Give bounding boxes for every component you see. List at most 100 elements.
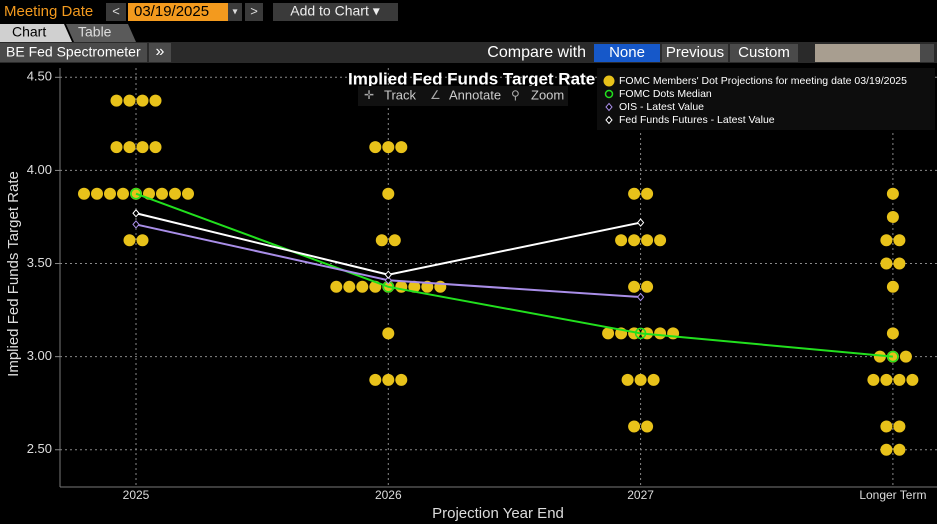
x-axis-title: Projection Year End [432,505,564,522]
dot [880,443,893,456]
median-marker [634,327,647,340]
compare-none[interactable] [594,44,660,62]
dot [123,234,136,247]
zoom-icon: ⚲ [511,88,520,102]
dot [615,234,628,247]
compare-none-label: None [609,44,645,61]
prev-label: < [112,3,120,18]
dot [156,187,168,200]
dot [117,187,129,200]
dot [867,373,880,386]
dot [149,94,162,107]
dot [628,280,641,293]
value-marker [132,220,140,229]
dot [388,234,401,247]
y-tick-label: 3.00 [27,348,52,363]
prev-button[interactable] [106,3,126,21]
dot [369,141,382,154]
y-tick-label: 4.50 [27,69,52,84]
add-to-chart-button[interactable] [273,3,398,21]
x-tick-label: 2025 [123,488,150,502]
expand-label: » [156,43,165,60]
dot [110,141,123,154]
dot [602,327,615,340]
compare-custom[interactable] [730,44,798,62]
dot [893,443,906,456]
dot [369,373,382,386]
compare-previous[interactable] [662,44,728,62]
y-tick-label: 3.50 [27,255,52,270]
legend-label: FOMC Members' Dot Projections for meetin… [619,75,907,87]
value-marker [384,276,392,285]
meeting-date-label: Meeting Date [4,3,93,20]
dot [382,373,395,386]
zoom-tool[interactable]: Zoom [531,87,564,102]
track-tool[interactable]: Track [384,87,417,102]
compare-label: Compare with [487,44,586,61]
date-value: 03/19/2025 [134,3,209,20]
dot [408,280,421,293]
dot [382,327,395,340]
dot [382,141,395,154]
dot [886,210,899,223]
next-button[interactable] [245,3,263,21]
dot [893,257,906,270]
next-label: > [250,3,258,18]
dot [628,234,641,247]
dot [395,280,408,293]
dot [893,373,906,386]
y-tick-label: 4.00 [27,162,52,177]
dot [136,141,149,154]
median-marker [130,187,142,200]
y-tick-label: 2.50 [27,441,52,456]
dot [149,141,162,154]
dot [873,350,886,363]
date-dropdown[interactable] [228,3,242,21]
dot [647,373,660,386]
date-field[interactable] [128,3,228,21]
dot [641,420,654,433]
dot [654,234,667,247]
dot [382,187,395,200]
value-marker [636,292,645,302]
dot [634,373,647,386]
annotate-tool[interactable]: Annotate [449,87,501,102]
dot [395,373,408,386]
dot [880,373,893,386]
chart-title: Implied Fed Funds Target Rate [348,69,595,88]
tab-chart[interactable] [0,24,72,42]
panel-name: BE Fed Spectrometer [6,44,141,60]
x-tick-label: 2027 [627,488,654,502]
dot [123,94,136,107]
dot [906,373,919,386]
compare-custom-label: Custom [738,44,790,61]
custom-field[interactable] [815,44,920,62]
value-marker [132,208,140,218]
tab-chart-label: Chart [12,24,46,40]
legend-swatch [604,89,614,99]
tab-table[interactable] [66,24,136,42]
legend-swatch [605,115,613,125]
custom-dropdown[interactable] [920,44,934,62]
dot [628,187,641,200]
median-marker [887,350,899,363]
dot [893,234,906,247]
dot [375,234,388,247]
dot [641,280,654,293]
legend-label: OIS - Latest Value [619,101,704,113]
y-axis-title: Implied Fed Funds Target Rate [5,171,22,377]
dot [880,234,893,247]
series-line [135,192,893,358]
dot [880,420,893,433]
dot [343,280,356,293]
legend-swatch [605,102,613,112]
expand-button[interactable] [149,43,171,62]
dot [641,187,654,200]
legend-label: FOMC Dots Median [619,88,712,100]
dot [110,94,123,107]
dot [654,327,667,340]
track-icon: ✛ [364,88,374,102]
dot [78,187,90,200]
dot [182,187,194,200]
